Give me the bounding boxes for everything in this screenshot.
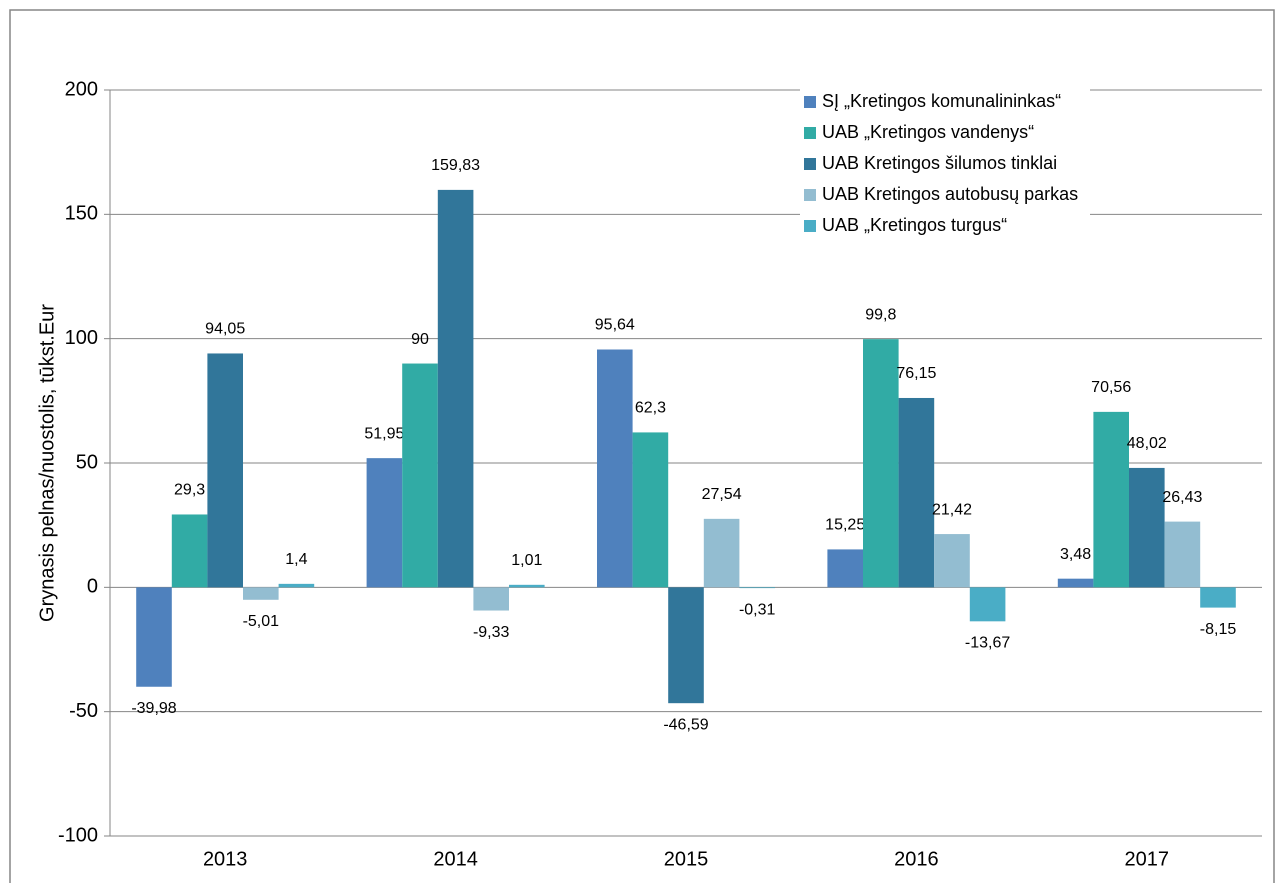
bar (1093, 411, 1129, 588)
data-label: 3,48 (1060, 546, 1091, 563)
x-tick-label: 2017 (1125, 848, 1170, 870)
bar (827, 549, 863, 588)
legend-label: UAB „Kretingos turgus“ (822, 215, 1007, 235)
bar (1129, 467, 1165, 588)
x-tick-label: 2014 (433, 848, 478, 870)
data-label: 1,01 (511, 552, 542, 569)
bar (1057, 578, 1094, 588)
data-label: 159,83 (431, 157, 480, 174)
data-label: 76,15 (896, 365, 936, 382)
y-axis-label: Grynasis pelnas/nuostolis, tūkst.Eur (36, 304, 58, 622)
bar (703, 518, 740, 588)
data-label: -8,15 (1200, 621, 1237, 638)
legend-label: UAB „Kretingos vandenys“ (822, 122, 1034, 142)
data-label: 90 (411, 331, 429, 348)
data-label: 70,56 (1091, 379, 1131, 396)
bar (243, 587, 279, 600)
bar (969, 587, 1006, 622)
bar (509, 584, 545, 588)
data-label: 15,25 (825, 517, 865, 534)
data-label: 51,95 (364, 425, 404, 442)
bar (1200, 587, 1236, 608)
data-label: -39,98 (131, 700, 176, 717)
legend-box (800, 82, 1090, 252)
bar (473, 587, 509, 611)
legend-label: UAB Kretingos šilumos tinklai (822, 153, 1057, 173)
bar (437, 189, 474, 588)
data-label: -46,59 (663, 716, 708, 733)
data-label: 21,42 (932, 501, 972, 518)
bar (668, 587, 704, 704)
legend-swatch (804, 189, 816, 201)
bar (1164, 521, 1201, 588)
data-label: 62,3 (635, 400, 666, 417)
bar (402, 363, 438, 588)
data-label: 26,43 (1162, 489, 1202, 506)
y-tick-label: -50 (69, 700, 98, 722)
data-label: 48,02 (1127, 435, 1167, 452)
data-label: 29,3 (174, 482, 205, 499)
bar (207, 353, 243, 588)
legend-label: SĮ „Kretingos komunalininkas“ (822, 91, 1061, 111)
data-label: 27,54 (702, 486, 742, 503)
bar (632, 432, 669, 588)
y-tick-label: 200 (65, 78, 98, 100)
bar (898, 397, 935, 588)
bar (597, 349, 633, 588)
legend-swatch (804, 158, 816, 170)
legend-label: UAB Kretingos autobusų parkas (822, 184, 1078, 204)
data-label: -13,67 (965, 635, 1010, 652)
data-label: -9,33 (473, 624, 510, 641)
bar (366, 458, 403, 588)
bar (739, 587, 775, 589)
legend-swatch (804, 127, 816, 139)
x-tick-label: 2013 (203, 848, 248, 870)
data-label: -5,01 (243, 613, 280, 630)
y-tick-label: 50 (76, 451, 98, 473)
data-label: 94,05 (205, 321, 245, 338)
bar (278, 583, 315, 588)
bar (934, 534, 970, 588)
x-tick-label: 2016 (894, 848, 939, 870)
y-tick-label: 150 (65, 203, 98, 225)
legend-swatch (804, 220, 816, 232)
data-label: 95,64 (595, 317, 635, 334)
x-tick-label: 2015 (664, 848, 709, 870)
legend-swatch (804, 96, 816, 108)
y-tick-label: 0 (87, 576, 98, 598)
bar (171, 514, 208, 588)
bar (863, 339, 899, 588)
bar (136, 587, 172, 687)
y-tick-label: 100 (65, 327, 98, 349)
y-tick-label: -100 (58, 824, 98, 846)
data-label: -0,31 (739, 601, 776, 618)
data-label: 1,4 (285, 551, 307, 568)
data-label: 99,8 (865, 306, 896, 323)
